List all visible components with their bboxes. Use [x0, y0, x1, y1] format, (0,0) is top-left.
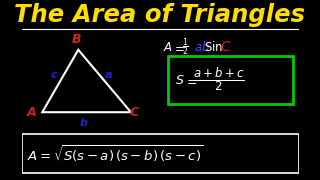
- Text: $=$: $=$: [172, 41, 185, 54]
- Text: $\mathrm{Sin}$: $\mathrm{Sin}$: [204, 40, 224, 54]
- Text: $C$: $C$: [220, 40, 232, 54]
- Text: a: a: [105, 70, 113, 80]
- Text: $=$: $=$: [184, 74, 198, 87]
- Text: B: B: [72, 33, 81, 46]
- Text: $\frac{1}{2}$: $\frac{1}{2}$: [182, 36, 188, 58]
- Text: $A = \sqrt{S(s-a)\,(s-b)\,(s-c)}$: $A = \sqrt{S(s-a)\,(s-b)\,(s-c)}$: [27, 143, 204, 164]
- Text: $A$: $A$: [163, 41, 172, 54]
- Text: $\dfrac{a+b+c}{2}$: $\dfrac{a+b+c}{2}$: [193, 67, 245, 93]
- Text: C: C: [129, 106, 138, 119]
- Text: b: b: [80, 118, 88, 128]
- Text: $ab$: $ab$: [194, 40, 210, 54]
- Text: A: A: [27, 106, 37, 119]
- Text: The Area of Triangles: The Area of Triangles: [14, 3, 306, 27]
- Text: $S$: $S$: [175, 74, 185, 87]
- Text: c: c: [51, 70, 58, 80]
